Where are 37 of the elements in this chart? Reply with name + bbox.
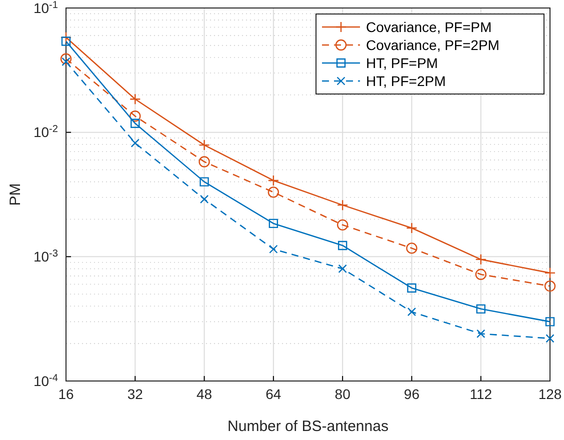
x-tick-label: 16 [58,386,74,402]
point [336,219,348,231]
point [475,268,486,280]
x-tick-label: 128 [538,386,562,402]
point [130,110,141,122]
x-axis-title: Number of BS-antennas [228,418,388,435]
point [407,283,416,293]
x-tick-label: 32 [127,386,144,402]
point [544,280,556,292]
x-tick-label: 96 [404,386,420,402]
legend-label: Covariance, PF=PM [366,18,492,35]
point [268,218,278,228]
point [545,317,555,326]
legend-label: HT, PF=2PM [366,72,446,89]
point [130,118,140,128]
point [476,329,486,338]
point [338,240,348,250]
point [61,36,71,46]
x-tick-label: 64 [266,386,282,402]
y-tick-label: 10$^{-2}$ [33,124,58,140]
point [476,304,486,314]
y-axis-title: PM [7,183,24,206]
x-tick-label: 112 [470,386,492,402]
x-tick-label: 48 [196,386,212,402]
point [268,174,280,186]
x-tick-label: 80 [334,386,351,402]
point [546,334,554,343]
point [406,242,418,254]
legend-label: Covariance, PF=2PM [366,36,500,53]
legend-label: HT, PF=PM [366,54,438,71]
point [198,156,210,168]
y-tick-label: 10$^{-4}$ [33,372,58,389]
point [268,186,280,198]
y-tick-label: 10$^{-3}$ [33,248,58,265]
y-tick-label: 10$^{-1}$ [33,0,58,16]
point [60,53,72,64]
point [200,177,209,186]
